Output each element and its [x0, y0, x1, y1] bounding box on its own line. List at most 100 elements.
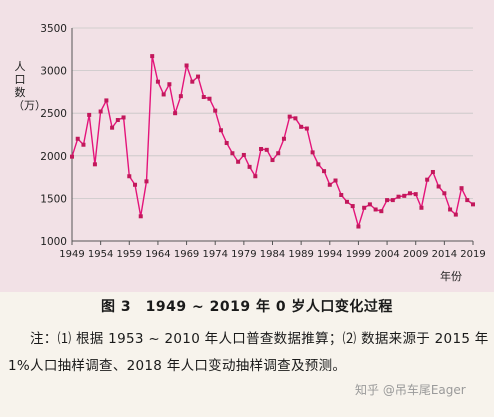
data-point: [453, 212, 458, 217]
data-point: [184, 63, 189, 68]
data-point: [224, 141, 229, 146]
data-point: [259, 146, 264, 151]
data-point: [373, 207, 378, 212]
data-point: [178, 94, 183, 99]
data-point: [173, 111, 178, 116]
data-point: [322, 169, 327, 174]
data-point: [465, 198, 470, 203]
data-point: [327, 182, 332, 187]
grid-layer: [71, 27, 474, 245]
data-point: [230, 151, 235, 156]
data-point: [92, 162, 97, 167]
data-point: [419, 205, 424, 210]
data-point: [436, 184, 441, 189]
series-layer: [71, 55, 474, 228]
x-tick-label: 1964: [145, 249, 170, 260]
watermark: 知乎 @吊车尾Eager: [355, 383, 466, 397]
data-point: [402, 193, 407, 198]
data-point: [98, 109, 103, 114]
data-point: [155, 79, 160, 84]
data-point: [316, 162, 321, 167]
data-point: [293, 116, 298, 121]
x-tick-label: 2014: [432, 249, 457, 260]
data-point: [196, 74, 201, 79]
data-point: [390, 198, 395, 203]
data-point: [81, 142, 86, 147]
y-tick-label: 1500: [40, 193, 67, 205]
data-point: [281, 136, 286, 141]
data-point: [356, 224, 361, 229]
y-tick-labels: 1000 1500 2000 2500 3000 3500: [40, 23, 67, 248]
data-point: [218, 128, 223, 133]
x-tick-labels: 1949 1954 1959 1964 1969 1974 1979 1984 1989 1994…: [59, 249, 485, 260]
x-tick-label: 1974: [202, 249, 227, 260]
x-tick-label: 1969: [174, 249, 199, 260]
data-point: [396, 194, 401, 199]
x-tick-label: 1989: [288, 249, 313, 260]
data-point: [75, 136, 80, 141]
data-point: [448, 207, 453, 212]
data-point: [161, 92, 166, 97]
chart-panel: 1000 1500 2000 2500 3000 3500 1949 1954 1959 196…: [0, 0, 494, 292]
data-point: [299, 124, 304, 129]
data-point: [87, 112, 92, 117]
data-point: [413, 192, 418, 197]
data-point: [115, 118, 120, 123]
x-tick-label: 1949: [59, 249, 84, 260]
x-tick-label: 2009: [403, 249, 428, 260]
y-axis-label: 人口数（万）: [13, 60, 46, 112]
data-point: [144, 179, 149, 184]
data-point: [150, 54, 155, 59]
data-point: [385, 198, 390, 203]
y-tick-label: 1000: [40, 236, 67, 248]
data-point: [407, 191, 412, 196]
x-tick-label: 2004: [374, 249, 399, 260]
data-point: [247, 164, 252, 169]
x-tick-label: 1959: [117, 249, 142, 260]
figure-note: 注：⑴ 根据 1953 ~ 2010 年人口普查数据推算；⑵ 数据来源于 201…: [8, 331, 489, 374]
data-point: [167, 82, 172, 87]
data-point: [253, 174, 258, 179]
data-point: [310, 150, 315, 155]
data-point: [442, 191, 447, 196]
data-point: [333, 178, 338, 183]
data-point: [138, 214, 143, 219]
data-point: [270, 158, 275, 163]
data-point: [201, 95, 206, 100]
data-point: [110, 125, 115, 130]
x-tick-label: 1984: [260, 249, 285, 260]
data-point: [121, 115, 126, 120]
data-point: [70, 154, 74, 159]
data-point: [213, 108, 218, 113]
data-point: [287, 114, 292, 119]
data-point: [350, 204, 355, 209]
x-tick-label: 2019: [460, 249, 485, 260]
data-point: [276, 151, 281, 156]
data-point: [459, 186, 464, 191]
marker-layer: [70, 54, 475, 229]
x-axis-label: 年份: [440, 270, 462, 283]
x-tick-label: 1979: [231, 249, 256, 260]
data-point: [367, 202, 372, 207]
data-point: [236, 159, 241, 164]
x-tick-label: 1994: [317, 249, 342, 260]
series-line: [71, 55, 474, 228]
y-tick-label: 2500: [40, 108, 67, 120]
data-point: [471, 202, 475, 207]
data-point: [241, 152, 246, 157]
data-point: [133, 182, 138, 187]
y-tick-label: 3500: [40, 23, 67, 35]
data-point: [190, 79, 195, 84]
figure-caption: 图 3 1949 ~ 2019 年 0 岁人口变化过程: [101, 299, 393, 315]
data-point: [425, 177, 430, 182]
data-point: [207, 96, 212, 101]
y-tick-label: 3000: [40, 66, 67, 78]
x-tick-label: 1999: [346, 249, 371, 260]
data-point: [430, 169, 435, 174]
data-point: [264, 147, 269, 152]
data-point: [304, 126, 309, 131]
x-tick-label: 1954: [88, 249, 113, 260]
data-point: [362, 205, 367, 210]
data-point: [127, 174, 132, 179]
